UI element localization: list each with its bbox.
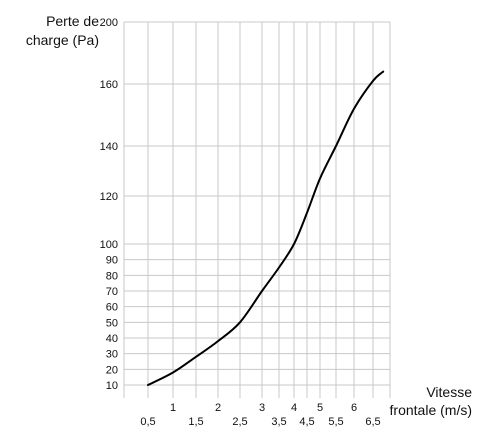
x-tick-label-lower: 4,5 <box>299 416 314 428</box>
y-tick-label: 100 <box>100 239 118 251</box>
x-tick-label-lower: 6,5 <box>365 416 380 428</box>
y-axis-title-line2: charge (Pa) <box>26 32 99 48</box>
y-tick-label: 200 <box>100 17 118 29</box>
y-tick-label: 80 <box>106 270 118 282</box>
x-tick-label-lower: 3,5 <box>271 416 286 428</box>
y-axis-title-line1: Perte de <box>46 13 99 29</box>
y-tick-label: 50 <box>106 317 118 329</box>
x-axis-title-line1: Vitesse <box>426 384 472 400</box>
series-line-group <box>147 70 385 386</box>
y-tick-label: 120 <box>100 191 118 203</box>
y-tick-label: 60 <box>106 302 118 314</box>
x-tick-label-upper: 6 <box>351 402 357 414</box>
y-tick-label: 30 <box>106 349 118 361</box>
y-tick-label: 90 <box>106 255 118 267</box>
y-tick-labels: 10 20 30 40 50 60 70 80 90 100 120 140 160 200 <box>100 17 118 392</box>
x-tick-label-lower: 5,5 <box>328 416 343 428</box>
x-tick-labels: 1 2 3 4 5 6 0,5 1,5 2,5 3,5 4,5 5,5 6,5 <box>140 402 380 428</box>
y-tick-label: 40 <box>106 333 118 345</box>
series-line <box>147 70 385 386</box>
x-tick-label-upper: 4 <box>291 402 297 414</box>
y-tick-label: 20 <box>106 364 118 376</box>
y-tick-label: 140 <box>100 141 118 153</box>
x-tick-label-upper: 3 <box>259 402 265 414</box>
y-tick-label: 10 <box>106 380 118 392</box>
x-tick-label-lower: 0,5 <box>140 416 155 428</box>
x-tick-label-upper: 2 <box>215 402 221 414</box>
x-tick-label-lower: 1,5 <box>188 416 203 428</box>
y-tick-label: 160 <box>100 79 118 91</box>
x-tick-label-upper: 1 <box>170 402 176 414</box>
x-axis-title-line2: frontale (m/s) <box>390 402 472 418</box>
grid <box>123 21 391 398</box>
y-tick-label: 70 <box>106 286 118 298</box>
x-tick-label-lower: 2,5 <box>232 416 247 428</box>
x-tick-label-upper: 5 <box>317 402 323 414</box>
